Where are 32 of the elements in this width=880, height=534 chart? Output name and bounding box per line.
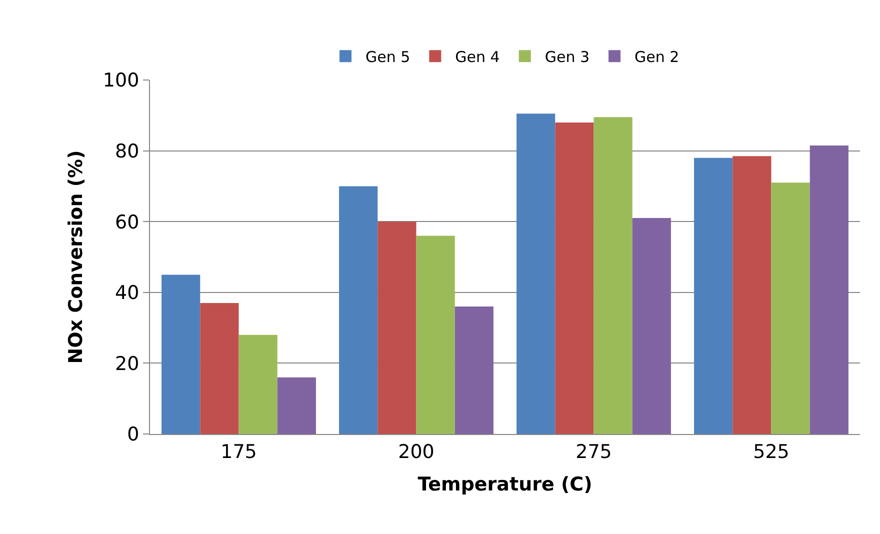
bar	[732, 156, 772, 434]
x-tick-label: 525	[753, 440, 790, 463]
bar	[632, 218, 671, 434]
bar	[771, 182, 810, 434]
bar	[810, 145, 848, 434]
legend-label: Gen 3	[544, 48, 590, 66]
x-axis-title: Temperature (C)	[418, 474, 592, 496]
bar	[378, 222, 416, 434]
x-tick-label: 200	[398, 440, 434, 463]
bar	[516, 114, 556, 434]
bar	[594, 117, 632, 434]
bar	[339, 186, 378, 434]
y-tick-label: 80	[115, 140, 140, 162]
y-axis-title: NOx Conversion (%)	[64, 150, 87, 364]
legend-label: Gen 4	[455, 48, 500, 66]
y-tick-label: 0	[127, 424, 140, 446]
y-tick-label: 60	[115, 211, 140, 234]
x-tick-label: 275	[576, 440, 612, 463]
bar	[416, 236, 455, 434]
x-tick-label: 175	[220, 440, 257, 463]
legend-label: Gen 2	[634, 48, 680, 66]
legend-label: Gen 5	[366, 48, 410, 66]
bar	[555, 122, 594, 434]
bar	[454, 306, 494, 434]
bar	[162, 274, 200, 434]
y-tick-label: 100	[102, 70, 140, 92]
bar	[200, 303, 239, 434]
y-tick-label: 40	[115, 282, 140, 304]
y-tick-label: 20	[115, 352, 140, 375]
bar	[238, 334, 278, 434]
bar	[277, 377, 316, 434]
bar	[694, 158, 733, 434]
